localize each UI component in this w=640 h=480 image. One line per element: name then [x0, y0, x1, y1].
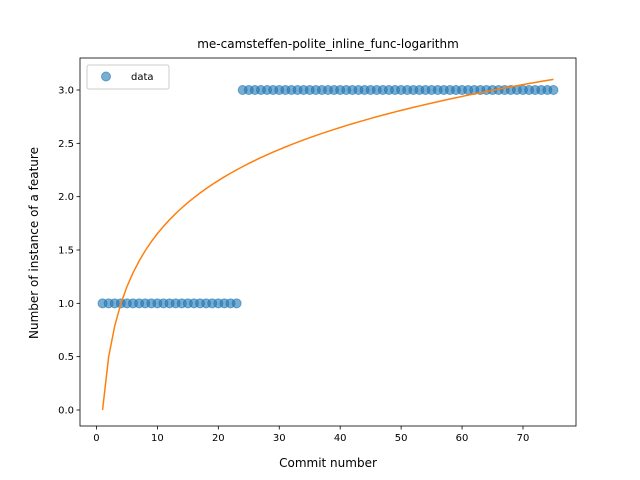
chart-title: me-camsteffen-polite_inline_func-logarit…	[197, 37, 459, 51]
y-tick-label: 1.5	[58, 246, 74, 257]
plot-area: 0 10 20 30 40 50 60 70 0.0 0.5 1.0 1.5 2.0 2.5 3.0	[58, 57, 577, 444]
axes-frame	[79, 57, 577, 427]
y-tick-label: 2.0	[58, 192, 74, 203]
y-tick-label: 0.0	[58, 406, 74, 417]
x-tick-label: 50	[395, 433, 408, 444]
x-tick-label: 20	[212, 433, 225, 444]
y-tick-label: 3.0	[58, 86, 74, 97]
legend-entry-data: data	[131, 72, 154, 83]
x-tick-label: 10	[151, 433, 164, 444]
data-point	[548, 85, 559, 95]
legend-marker-data	[101, 71, 111, 82]
y-axis-label: Number of instance of a feature	[27, 147, 41, 339]
x-tick-label: 60	[456, 433, 469, 444]
legend-box	[86, 64, 170, 90]
y-tick-label: 0.5	[58, 352, 74, 363]
x-axis-label: Commit number	[279, 456, 377, 470]
data-point	[231, 298, 242, 309]
x-tick-label: 0	[93, 433, 99, 444]
y-tick-label: 1.0	[58, 299, 74, 310]
legend: data	[86, 64, 170, 90]
y-tick-label: 2.5	[58, 139, 74, 150]
x-tick-label: 70	[517, 433, 530, 444]
x-tick-label: 40	[334, 433, 347, 444]
x-tick-label: 30	[273, 433, 286, 444]
fit-line	[101, 78, 554, 411]
